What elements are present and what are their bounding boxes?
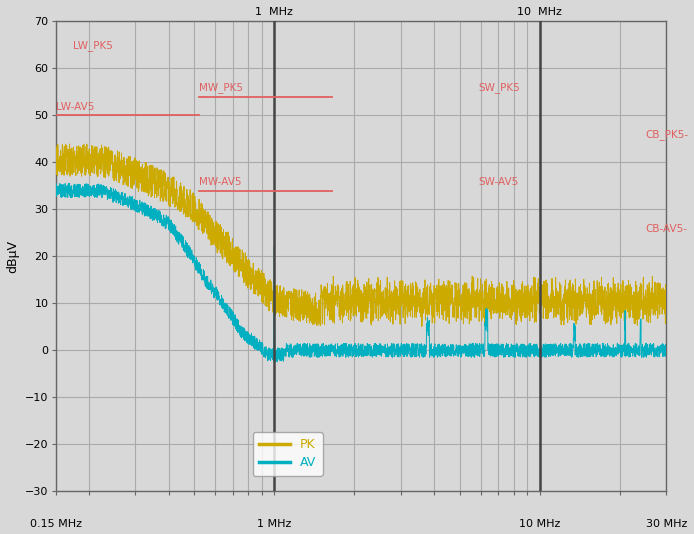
Text: SW-AV5: SW-AV5 (479, 177, 519, 187)
Text: 30 MHz: 30 MHz (645, 520, 687, 530)
Y-axis label: dBµV: dBµV (6, 240, 19, 273)
AV (121, 191, 130, 198)
Text: 10  MHz: 10 MHz (517, 6, 562, 17)
PK (158, 187, 166, 193)
PK (418, 323, 426, 329)
AV (158, 213, 166, 219)
Line: PK: PK (56, 144, 666, 326)
Text: MW-AV5: MW-AV5 (198, 177, 242, 187)
AV (286, 350, 294, 356)
AV (584, 340, 593, 347)
PK (312, 300, 321, 306)
PK (584, 300, 593, 307)
AV (273, 359, 281, 365)
PK (121, 169, 130, 175)
Text: 0.15 MHz: 0.15 MHz (30, 520, 81, 530)
Text: 1  MHz: 1 MHz (255, 6, 293, 17)
Text: CB-AV5-: CB-AV5- (645, 224, 687, 234)
PK (662, 286, 670, 293)
Text: SW_PK5: SW_PK5 (479, 82, 520, 93)
Text: 1 MHz: 1 MHz (257, 520, 291, 530)
PK (650, 296, 659, 302)
Text: CB_PK5-: CB_PK5- (645, 129, 688, 140)
PK (286, 289, 294, 296)
Text: LW_PK5: LW_PK5 (74, 40, 113, 51)
Text: MW_PK5: MW_PK5 (198, 82, 243, 93)
Text: 10 MHz: 10 MHz (519, 520, 560, 530)
PK (65, 141, 74, 147)
Line: AV: AV (56, 184, 666, 362)
AV (650, 354, 659, 360)
Text: LW-AV5: LW-AV5 (56, 101, 94, 112)
AV (312, 347, 321, 353)
Legend: PK, AV: PK, AV (253, 432, 323, 476)
AV (56, 180, 64, 187)
AV (51, 187, 60, 194)
PK (51, 161, 60, 167)
AV (662, 344, 670, 351)
